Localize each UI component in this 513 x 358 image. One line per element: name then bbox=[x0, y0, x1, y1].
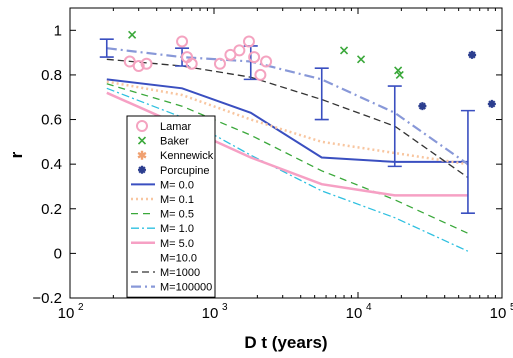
plot-frame bbox=[69, 7, 503, 299]
y-tick-label-3: 0.4 bbox=[41, 156, 62, 173]
point-0-10 bbox=[248, 51, 261, 64]
x-tick-label-exp-1: 3 bbox=[222, 302, 228, 313]
point-0-11 bbox=[254, 68, 267, 81]
x-tick-label-0: 10 bbox=[58, 305, 75, 322]
axis-ticks: 10 2 10 3 10 4 10 5−0.200.20.40.60.81 bbox=[32, 8, 513, 322]
y-tick-label-1: 0 bbox=[54, 245, 62, 262]
x-tick-label-2: 10 bbox=[346, 305, 363, 322]
error-bar-0 bbox=[99, 38, 114, 58]
legend-series-label-0: M= 0.0 bbox=[160, 179, 194, 191]
y-tick-label-4: 0.6 bbox=[41, 112, 62, 129]
y-tick-label-2: 0.2 bbox=[41, 201, 62, 218]
legend-series-label-7: M=100000 bbox=[160, 282, 212, 294]
x-axis-title: D t (years) bbox=[244, 333, 327, 352]
legend-series-label-4: M= 5.0 bbox=[160, 238, 194, 250]
legend-label-0: Lamar bbox=[160, 121, 192, 133]
legend-marker-0 bbox=[136, 120, 148, 132]
legend-series-label-1: M= 0.1 bbox=[160, 194, 194, 206]
legend-series-label-5: M=10.0 bbox=[160, 252, 197, 264]
x-tick-label-exp-2: 4 bbox=[366, 302, 372, 313]
point-1-2 bbox=[356, 55, 366, 64]
series-line-0 bbox=[106, 78, 468, 163]
series-line-3 bbox=[106, 87, 469, 252]
point-0-3 bbox=[176, 35, 189, 48]
point-1-1 bbox=[339, 46, 349, 55]
point-3-0 bbox=[418, 102, 427, 111]
y-tick-label-5: 0.8 bbox=[41, 67, 62, 84]
point-3-1 bbox=[468, 50, 477, 59]
legend-marker-2 bbox=[137, 150, 147, 160]
point-0-12 bbox=[260, 55, 273, 68]
error-bar-3 bbox=[314, 67, 329, 121]
series-line-2 bbox=[106, 83, 469, 234]
point-0-9 bbox=[242, 35, 255, 48]
data-points bbox=[123, 30, 496, 111]
y-axis-title: r bbox=[7, 151, 26, 158]
point-0-6 bbox=[213, 57, 226, 70]
legend: Lamar Baker Kennewick Porcupine M= 0.0 M= 0.1… bbox=[126, 115, 216, 298]
x-tick-label-exp-3: 5 bbox=[510, 302, 513, 313]
series-line-7 bbox=[106, 47, 469, 166]
point-1-0 bbox=[128, 30, 137, 39]
series-line-1 bbox=[106, 80, 469, 166]
series-lines bbox=[106, 47, 469, 252]
error-bar-5 bbox=[460, 109, 475, 215]
legend-label-2: Kennewick bbox=[160, 150, 214, 162]
point-0-2 bbox=[140, 57, 153, 70]
y-tick-label-6: 1 bbox=[54, 22, 62, 39]
legend-series-label-6: M=1000 bbox=[160, 267, 200, 279]
point-0-8 bbox=[233, 44, 246, 57]
legend-marker-3 bbox=[138, 165, 146, 174]
legend-label-3: Porcupine bbox=[160, 165, 210, 177]
legend-series-label-3: M= 1.0 bbox=[160, 223, 194, 235]
point-1-3 bbox=[394, 66, 403, 75]
x-tick-label-exp-0: 2 bbox=[78, 302, 84, 313]
point-0-5 bbox=[185, 57, 198, 70]
legend-label-1: Baker bbox=[160, 136, 189, 148]
error-bar-4 bbox=[387, 85, 402, 168]
legend-box bbox=[126, 115, 216, 298]
point-1-4 bbox=[395, 70, 404, 79]
point-3-2 bbox=[487, 99, 496, 108]
legend-marker-1 bbox=[137, 136, 147, 145]
y-tick-label-0: −0.2 bbox=[32, 290, 62, 307]
x-tick-label-1: 10 bbox=[202, 305, 219, 322]
x-tick-label-3: 10 bbox=[490, 305, 507, 322]
legend-series-label-2: M= 0.5 bbox=[160, 209, 194, 221]
series-line-6 bbox=[106, 58, 469, 179]
point-0-1 bbox=[132, 60, 145, 72]
